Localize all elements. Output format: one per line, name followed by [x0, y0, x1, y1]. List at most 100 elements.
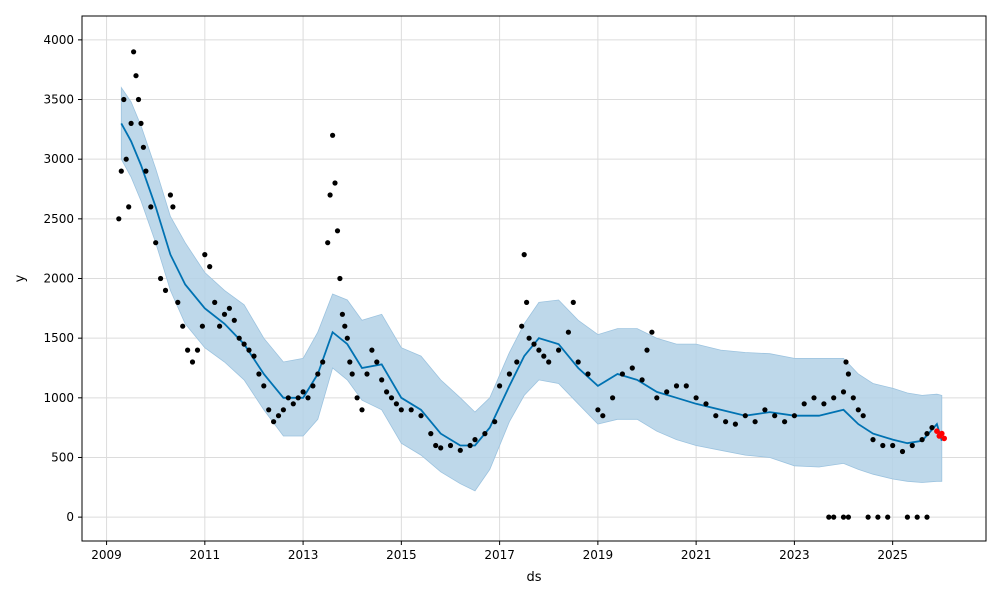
observed-point [175, 299, 181, 305]
observed-point [231, 317, 237, 323]
observed-point [865, 514, 871, 520]
observed-point [138, 120, 144, 126]
observed-point [369, 347, 375, 353]
observed-point [752, 419, 758, 425]
observed-point [118, 168, 124, 174]
observed-point [241, 341, 247, 347]
observed-point [693, 395, 699, 401]
observed-point [526, 335, 532, 341]
x-tick-label: 2023 [779, 548, 810, 562]
y-axis-ticks: 0 500 1000 1500 2000 2500 3000 3500 4000 [43, 33, 82, 524]
observed-point [334, 228, 341, 234]
observed-point [123, 156, 129, 162]
observed-point [393, 401, 399, 407]
observed-point [148, 204, 154, 210]
observed-point [143, 168, 149, 174]
observed-point [280, 407, 286, 413]
x-tick-label: 2013 [288, 548, 319, 562]
uncertainty-band-layer [120, 86, 943, 492]
observed-point [506, 371, 512, 377]
observed-point [514, 359, 520, 365]
observed-point [831, 514, 837, 520]
observed-point [536, 347, 542, 353]
observed-point [438, 445, 444, 451]
observed-point [300, 389, 306, 395]
observed-point [546, 359, 552, 365]
x-tick-label: 2015 [386, 548, 417, 562]
observed-point [158, 275, 164, 282]
observed-point [180, 323, 186, 329]
observed-point [364, 371, 370, 377]
observed-point [418, 413, 424, 419]
observed-point [723, 419, 729, 425]
observed-point [541, 353, 547, 359]
observed-point [713, 413, 719, 419]
observed-point [619, 371, 626, 377]
observed-point [162, 287, 169, 293]
y-tick-label: 3000 [43, 152, 74, 166]
observed-point [850, 395, 856, 401]
observed-point [128, 120, 134, 126]
observed-point [845, 514, 852, 520]
observed-point [398, 407, 404, 413]
observed-point [683, 383, 689, 389]
observed-point [914, 514, 920, 520]
observed-point [121, 96, 127, 103]
observed-point [521, 252, 527, 258]
observed-point [428, 431, 434, 437]
x-tick-label: 2017 [484, 548, 515, 562]
observed-point [347, 359, 353, 365]
observed-point [649, 329, 655, 335]
observed-point [207, 264, 213, 270]
observed-point [519, 323, 525, 329]
recent-point [934, 428, 940, 435]
observed-point [344, 335, 350, 341]
observed-point [256, 371, 262, 377]
observed-point [359, 407, 365, 413]
observed-point [226, 305, 232, 311]
uncertainty-band [120, 86, 943, 492]
observed-point [167, 192, 173, 198]
observed-point [772, 413, 778, 419]
observed-point [762, 407, 768, 413]
observed-point [570, 299, 576, 305]
y-tick-label: 0 [66, 510, 74, 524]
observed-point [845, 371, 852, 377]
observed-point [595, 407, 601, 413]
y-axis-label: y [13, 274, 28, 282]
observed-point [791, 413, 798, 419]
observed-point [295, 395, 301, 401]
observed-point [354, 395, 360, 401]
recent-point [939, 430, 945, 437]
observed-point [821, 401, 827, 407]
observed-point [890, 442, 896, 449]
observed-point [497, 383, 503, 389]
observed-point [585, 371, 591, 377]
x-tick-label: 2009 [91, 548, 122, 562]
observed-point [703, 401, 709, 407]
observed-point [924, 431, 930, 437]
x-tick-label: 2019 [583, 548, 614, 562]
observed-point [275, 413, 282, 419]
observed-point [880, 442, 886, 449]
observed-point [374, 359, 380, 365]
y-tick-label: 1000 [43, 391, 74, 405]
observed-point [221, 311, 228, 317]
observed-point [575, 359, 581, 365]
observed-point [236, 335, 242, 341]
observed-point [170, 204, 176, 210]
x-tick-label: 2021 [681, 548, 712, 562]
observed-point [639, 377, 645, 383]
observed-point [870, 437, 876, 443]
observed-point [133, 73, 139, 79]
observed-point [305, 395, 311, 401]
observed-point [116, 216, 122, 222]
observed-point [875, 514, 881, 520]
observed-point [290, 401, 296, 407]
observed-point [327, 192, 333, 198]
observed-point [261, 383, 267, 389]
observed-point [843, 359, 849, 365]
observed-point [199, 323, 205, 329]
observed-point [217, 323, 223, 329]
observed-point [472, 437, 478, 443]
